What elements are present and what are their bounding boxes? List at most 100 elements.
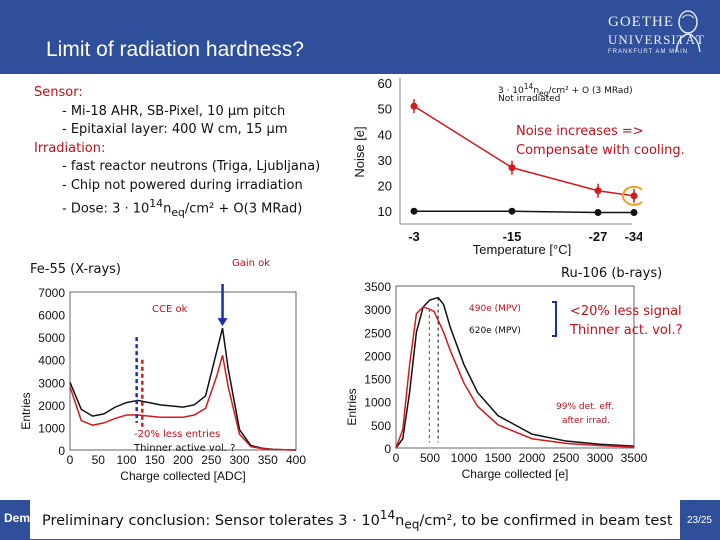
mpv-490-label: 490e (MPV) [469, 304, 521, 314]
x-tick-label: 50 [92, 453, 106, 467]
irr-label-mid: n [533, 86, 540, 96]
x-tick-label: 500 [420, 451, 440, 465]
plot-frame [395, 285, 635, 449]
y-tick-label: 30 [378, 153, 392, 168]
x-tick-label: 3000 [587, 451, 614, 465]
less-entries-line1: -20% less entries [134, 429, 221, 440]
y-tick-label: 1000 [38, 421, 65, 435]
less-signal-line1: <20% less signal [570, 304, 682, 319]
x-tick-label: -15 [503, 229, 522, 244]
fe55-spectrum-chart: 0 1000 2000 3000 4000 5000 6000 7000 0 50 100 150 20… [19, 284, 306, 483]
gain-arrow-head [217, 318, 228, 327]
y-tick-label: 3500 [364, 280, 391, 294]
conclusion-mid: n [395, 512, 405, 529]
y-tick-label: 10 [378, 204, 392, 219]
ru106-heading: Ru-106 (b-rays) [561, 266, 663, 281]
slide-title: Limit of radiation hardness? [46, 38, 304, 61]
y-axis-title: Noise [e] [352, 126, 367, 177]
mpv-620-label: 620e (MPV) [469, 326, 521, 336]
x-tick-label: -27 [589, 229, 608, 244]
irr-label-prefix: 3 · 10 [498, 86, 524, 96]
y-tick-label: 500 [371, 419, 391, 433]
x-tick-label: 1000 [451, 451, 478, 465]
sensor-heading: Sensor: [34, 85, 83, 100]
x-tick-label: -34 [625, 229, 642, 244]
y-tick-label: 60 [378, 76, 392, 91]
x-axis-title: Charge collected [e] [462, 467, 569, 481]
y-tick-label: 0 [384, 442, 391, 456]
y-tick-label: 3000 [364, 303, 391, 317]
x-tick-label: 1500 [485, 451, 512, 465]
signal-bracket [552, 301, 557, 337]
plot-frame [69, 291, 297, 451]
dose-prefix: - Dose: 3 · 10 [62, 201, 150, 217]
x-tick-label: 350 [258, 453, 278, 467]
reference-spectrum-line [69, 327, 297, 451]
university-logo: GOETHE UNIVERSITÄT FRANKFURT AM MAIN [602, 8, 706, 64]
x-axis-title: Charge collected [ADC] [120, 469, 245, 483]
irr-label-sup: 14 [523, 82, 534, 91]
x-tick-label: 2500 [553, 451, 580, 465]
title-bar [0, 0, 720, 74]
reference-point [594, 208, 602, 216]
dose-sub: eq [171, 205, 185, 219]
x-tick-label: 0 [67, 453, 74, 467]
conclusion-sub: eq [404, 517, 420, 532]
y-tick-label: 2000 [364, 349, 391, 363]
gain-ok-label: Gain ok [232, 258, 271, 269]
y-tick-label: 2500 [364, 326, 391, 340]
irradiation-heading: Irradiation: [34, 140, 106, 156]
x-tick-label: 300 [229, 453, 249, 467]
reference-spectrum-line [395, 296, 635, 449]
logo-line1: GOETHE [608, 14, 674, 30]
noise-note-line1: Noise increases => [516, 124, 644, 139]
x-tick-label: 400 [286, 453, 306, 467]
x-tick-label: 100 [116, 453, 136, 467]
conclusion-suffix: /cm², to be confirmed in beam test [419, 512, 673, 529]
irradiation-line: - Chip not powered during irradiation [62, 177, 303, 193]
irradiation-line: - fast reactor neutrons (Triga, Ljubljan… [62, 159, 321, 174]
irradiated-label: 3 · 1014neq/cm² + O (3 MRad) [498, 82, 633, 98]
x-tick-label: 200 [173, 453, 193, 467]
dose-suffix: /cm² + O(3 MRad) [184, 201, 303, 217]
irr-label-sub: eq [539, 88, 549, 98]
x-tick-label: 0 [393, 451, 400, 465]
y-tick-label: 5000 [38, 331, 65, 345]
goethe-portrait-icon [675, 10, 701, 52]
cce-ok-label: CCE ok [152, 304, 188, 315]
noise-note-line2: Compensate with cooling. [516, 143, 685, 158]
less-signal-line2: Thinner act. vol.? [570, 323, 683, 338]
x-axis-title: Temperature [°C] [473, 242, 571, 256]
sensor-line: - Mi-18 AHR, SB-Pixel, 10 µm pitch [62, 103, 286, 119]
conclusion-text: Preliminary conclusion: Sensor tolerates… [42, 508, 673, 532]
conclusion-prefix: Preliminary conclusion: Sensor tolerates… [42, 512, 380, 529]
reference-point [410, 207, 418, 215]
dose-sup: 14 [149, 197, 164, 210]
conclusion-sup: 14 [379, 508, 396, 522]
x-tick-label: 250 [201, 453, 221, 467]
x-tick-label: -3 [408, 229, 420, 244]
dose-mid: n [163, 201, 172, 217]
y-tick-label: 3000 [38, 376, 65, 390]
y-axis-title: Entries [345, 388, 359, 425]
dose-line: - Dose: 3 · 1014neq/cm² + O(3 MRad) [34, 195, 342, 222]
y-tick-label: 50 [378, 102, 392, 117]
x-tick-label: 3500 [621, 451, 648, 465]
sensor-line: - Epitaxial layer: 400 W cm, 15 µm [62, 122, 288, 137]
ru106-spectrum-chart: 0 500 1000 1500 2000 2500 3000 3500 0 500 1000 1500… [345, 280, 648, 481]
irradiated-spectrum-line [69, 354, 297, 451]
reference-point [630, 208, 638, 216]
fe55-heading: Fe-55 (X-rays) [30, 262, 121, 277]
noise-temperature-chart: 10 20 30 40 50 60 -3 -15 -27 -34 Temperature [°C] N… [352, 76, 642, 256]
logo-line2: UNIVERSITÄT [608, 32, 705, 47]
reference-point [508, 207, 516, 215]
det-eff-line2: after irrad. [562, 416, 610, 426]
less-entries-line2: Thinner active vol. ? [134, 443, 236, 454]
highlight-ring [622, 185, 642, 206]
footer-left-text: Dem [4, 511, 31, 525]
y-tick-label: 40 [378, 127, 392, 142]
not-irradiated-label: Not irradiated [498, 94, 561, 104]
reference-series-line [414, 210, 634, 214]
conclusion-box [30, 499, 680, 539]
y-tick-label: 0 [58, 444, 65, 458]
